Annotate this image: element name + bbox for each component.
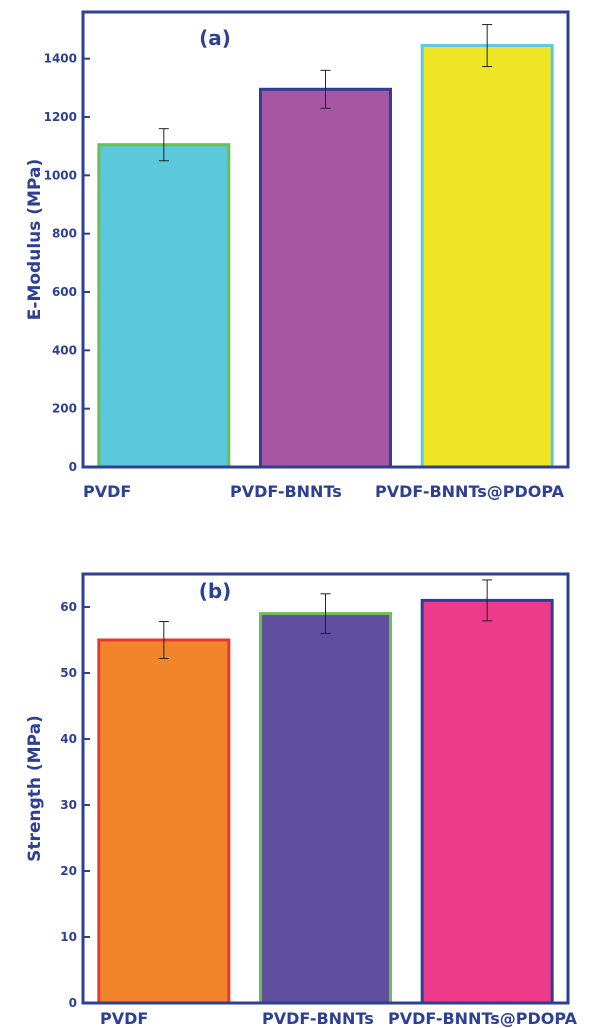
- y-tick-label: 0: [69, 996, 77, 1010]
- y-tick-label: 50: [60, 666, 77, 680]
- bar-pvdf-bnnts: [259, 612, 392, 1005]
- y-tick-label: 40: [60, 732, 77, 746]
- panel-title: (b): [199, 579, 232, 603]
- error-bar: [320, 593, 331, 634]
- chart-panel-a: 0 200 400 600 800 1000 1200 1400 PVDF PVDF-BNNTs P…: [25, 10, 570, 501]
- error-bar: [320, 69, 331, 109]
- y-tick-label: 60: [60, 600, 77, 614]
- error-bar: [158, 128, 169, 162]
- panel-title: (a): [199, 26, 231, 50]
- error-bar: [482, 24, 493, 68]
- y-tick-label: 10: [60, 930, 77, 944]
- bar-pvdf: [97, 143, 231, 469]
- category-label: PVDF-BNNTs@PDOPA: [388, 1009, 578, 1028]
- category-label: PVDF-BNNTs@PDOPA: [375, 482, 565, 501]
- error-bar: [482, 579, 493, 622]
- chart-panel-b: 0 10 20 30 40 50 60 PVDF PVDF-BNNTs PVDF-BNNTs@PD…: [25, 572, 578, 1028]
- error-bar: [158, 621, 169, 659]
- category-label: PVDF: [83, 482, 131, 501]
- plot-frame: [81, 572, 570, 1005]
- bar-pvdf-bnnts-pdopa: [420, 44, 554, 469]
- bar-pvdf-bnnts: [259, 87, 392, 469]
- plot-frame: [81, 10, 570, 469]
- y-tick-label: 400: [52, 343, 77, 357]
- y-tick-label: 200: [52, 402, 77, 416]
- y-tick-label: 1000: [44, 168, 77, 182]
- bar-pvdf-bnnts-pdopa: [420, 598, 554, 1005]
- y-axis-title: E-Modulus (MPa): [25, 159, 45, 320]
- y-tick-label: 1200: [44, 110, 77, 124]
- category-label: PVDF-BNNTs: [262, 1009, 374, 1028]
- y-tick-label: 800: [52, 227, 77, 241]
- y-tick-label: 30: [60, 798, 77, 812]
- y-axis-title: Strength (MPa): [25, 715, 45, 862]
- y-tick-label: 20: [60, 864, 77, 878]
- bar-pvdf: [97, 638, 231, 1005]
- category-label: PVDF: [100, 1009, 148, 1028]
- y-tick-label: 600: [52, 285, 77, 299]
- y-tick-label: 1400: [44, 52, 77, 66]
- category-label: PVDF-BNNTs: [230, 482, 342, 501]
- y-tick-label: 0: [69, 460, 77, 474]
